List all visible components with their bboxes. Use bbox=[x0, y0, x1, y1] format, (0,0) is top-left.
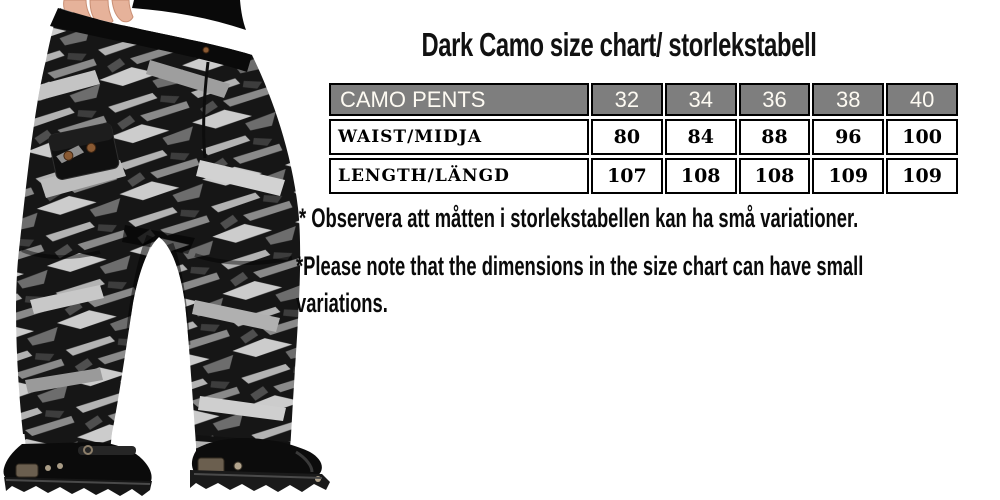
row-label-length: LENGTH/LÄNGD bbox=[329, 158, 589, 194]
note-swedish: * Observera att måtten i storlekstabelle… bbox=[299, 203, 859, 233]
waist-value-36: 88 bbox=[738, 119, 811, 155]
header-cell-size-32: 32 bbox=[591, 83, 663, 116]
table-header-row: CAMO PENTS 32 34 36 38 40 bbox=[329, 83, 958, 116]
waist-value-32: 80 bbox=[591, 119, 663, 155]
camo-pants bbox=[16, 8, 301, 458]
note-english-line1: *Please note that the dimensions in the … bbox=[296, 251, 864, 281]
row-label-waist: WAIST/MIDJA bbox=[329, 119, 589, 155]
waist-value-40: 100 bbox=[886, 119, 958, 155]
length-value-36: 108 bbox=[738, 158, 811, 194]
size-chart-table: CAMO PENTS 32 34 36 38 40 WAIST/MIDJA 80… bbox=[327, 80, 960, 197]
length-value-34: 108 bbox=[664, 158, 737, 194]
note-english-line2: variations. bbox=[296, 288, 388, 318]
product-photo bbox=[3, 0, 330, 496]
waist-value-34: 84 bbox=[664, 119, 737, 155]
cargo-pocket bbox=[48, 122, 120, 180]
header-cell-size-34: 34 bbox=[664, 83, 737, 116]
length-value-38: 109 bbox=[812, 158, 885, 194]
right-boot bbox=[190, 418, 330, 492]
header-cell-size-36: 36 bbox=[738, 83, 811, 116]
header-cell-size-40: 40 bbox=[886, 83, 958, 116]
table-row-waist: WAIST/MIDJA 80 84 88 96 100 bbox=[329, 119, 958, 155]
table-row-length: LENGTH/LÄNGD 107 108 108 109 109 bbox=[329, 158, 958, 194]
page-title: Dark Camo size chart/ storlekstabell bbox=[421, 26, 817, 63]
header-cell-product: CAMO PENTS bbox=[329, 83, 589, 116]
note-english: *Please note that the dimensions in the … bbox=[296, 248, 863, 322]
shirt bbox=[132, 0, 246, 30]
header-cell-size-38: 38 bbox=[812, 83, 885, 116]
left-boot bbox=[3, 428, 152, 496]
length-value-32: 107 bbox=[591, 158, 663, 194]
length-value-40: 109 bbox=[886, 158, 958, 194]
waist-value-38: 96 bbox=[812, 119, 885, 155]
